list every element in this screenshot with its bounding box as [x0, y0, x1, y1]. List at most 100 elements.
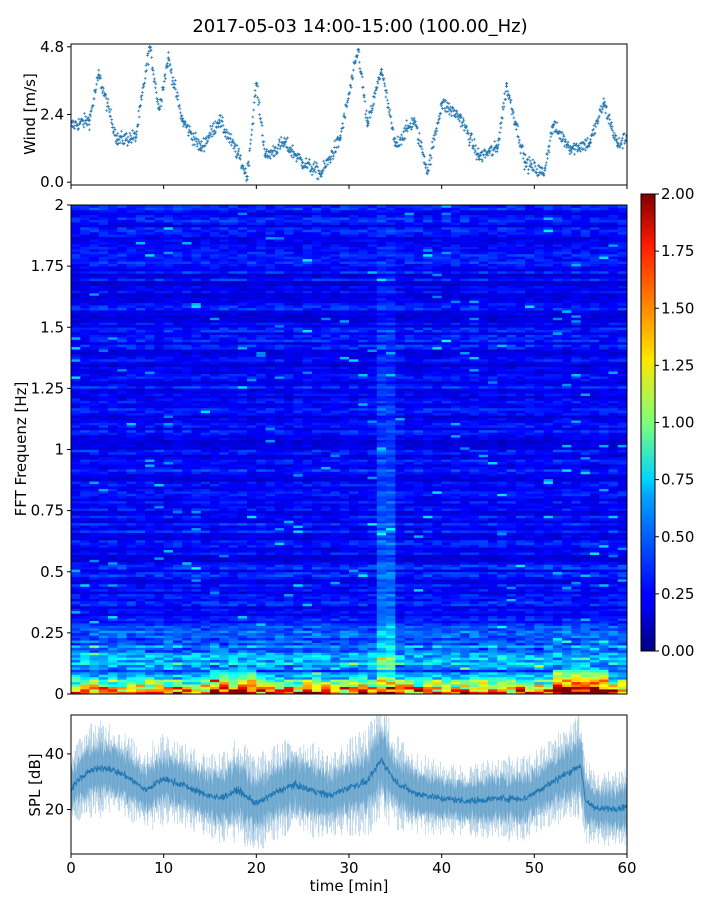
spectrogram-cell	[534, 525, 544, 529]
spectrogram-cell	[552, 681, 563, 685]
spectrogram-cell	[98, 532, 109, 536]
spectrogram-cell	[395, 635, 405, 639]
spectrogram-cell	[293, 532, 304, 536]
spectrogram-cell	[376, 598, 387, 602]
spectrogram-cell	[404, 669, 415, 673]
spectrogram-cell	[117, 537, 127, 541]
spectrogram-cell	[525, 608, 535, 612]
spectrogram-cell	[608, 649, 619, 653]
spectrogram-cell	[497, 605, 507, 609]
spectrogram-cell	[404, 664, 415, 668]
spectrogram-cell	[284, 686, 294, 690]
spectrogram-cell	[506, 667, 517, 670]
spectrogram-cell	[395, 625, 405, 629]
spectrogram-cell	[145, 552, 155, 555]
spectrogram-cell	[432, 684, 443, 687]
spectrogram-cell	[182, 603, 192, 607]
spectrogram-cell	[589, 588, 600, 592]
spectrogram-cell	[117, 576, 127, 580]
spectrogram-cell	[515, 667, 526, 670]
spectrogram-cell	[413, 574, 424, 577]
spectrogram-cell	[469, 657, 480, 661]
spectrogram-cell	[608, 620, 619, 624]
spectrogram-cell	[98, 588, 109, 592]
spectrogram-cell	[274, 554, 285, 558]
spectrogram-cell	[580, 586, 591, 590]
spectrogram-cell	[219, 591, 229, 595]
spectrogram-cell	[497, 635, 507, 639]
spectrogram-cell	[274, 593, 285, 597]
spectrogram-cell	[98, 537, 109, 541]
spectrogram-cell	[460, 586, 470, 590]
spectrogram-cell	[386, 493, 396, 497]
spectrogram-cell	[441, 527, 452, 531]
spectrogram-cell	[404, 662, 415, 665]
spectrogram-cell	[608, 552, 619, 555]
spectrogram-cell	[450, 657, 461, 661]
spectrogram-cell	[617, 564, 627, 568]
spectrogram-cell	[284, 674, 294, 678]
spectrogram-cell	[210, 667, 220, 670]
spectrogram-cell	[450, 608, 461, 612]
spectrogram-cell	[172, 596, 183, 599]
spectrogram-cell	[469, 640, 480, 643]
spectrogram-cell	[247, 554, 257, 558]
spectrogram-cell	[441, 615, 452, 619]
spectrogram-cell	[450, 605, 461, 609]
spectrogram-cell	[163, 564, 174, 568]
spectrogram-cell	[302, 610, 313, 614]
spectrogram-cell	[404, 645, 415, 648]
spectrogram-cell	[71, 605, 81, 609]
spectrogram-cell	[423, 676, 433, 680]
spectrogram-cell	[608, 684, 619, 687]
spectrogram-cell	[191, 576, 202, 580]
spectrogram-cell	[450, 561, 461, 565]
spectrogram-cell	[256, 676, 266, 680]
spectrogram-cell	[274, 615, 285, 619]
spectrogram-cell	[562, 527, 572, 531]
spectrogram-cell	[284, 662, 294, 665]
spectrogram-cell	[571, 615, 582, 619]
spectrogram-cell	[256, 691, 266, 694]
spectrogram-cell	[441, 559, 452, 563]
spectrogram-cell	[376, 547, 387, 551]
spectrogram-cell	[191, 669, 202, 673]
spectrogram-cell	[330, 672, 341, 675]
spectrogram-cell	[534, 625, 544, 629]
spectrogram-cell	[182, 557, 192, 560]
spectrogram-cell	[395, 515, 405, 519]
spectrogram-cell	[80, 535, 90, 538]
spectrogram-cell	[543, 601, 554, 604]
spectrogram-cell	[265, 571, 276, 575]
spectrogram-cell	[404, 493, 415, 497]
spectrogram-cell	[154, 561, 165, 565]
spectrogram-cell	[413, 645, 424, 648]
spectrogram-cell	[395, 561, 405, 565]
spectrogram-cell	[497, 527, 507, 531]
spectrogram-cell	[395, 554, 405, 558]
spectrogram-cell	[228, 583, 239, 587]
spectrogram-cell	[525, 579, 535, 582]
spectrogram-cell	[210, 608, 220, 612]
spectrogram-cell	[135, 498, 146, 502]
spectrogram-cell	[525, 657, 535, 661]
spectrogram-cell	[108, 647, 118, 651]
spectrogram-cell	[247, 510, 257, 514]
spectrogram-cell	[191, 586, 202, 590]
spectrogram-cell	[154, 625, 165, 629]
spectrogram-cell	[321, 525, 331, 529]
spectrogram-cell	[423, 552, 433, 555]
spectrogram-cell	[219, 564, 229, 568]
spectrogram-cell	[284, 571, 294, 575]
spectrogram-cell	[126, 686, 137, 690]
spectrogram-cell	[321, 552, 331, 555]
spectrogram-cell	[580, 647, 591, 651]
spectrogram-cell	[413, 525, 424, 529]
spectrogram-cell	[497, 576, 507, 580]
spectrogram-cell	[404, 647, 415, 651]
spectrogram-cell	[135, 608, 146, 612]
spectrogram-cell	[135, 657, 146, 661]
spectrogram-cell	[210, 508, 220, 511]
spectrogram-cell	[367, 603, 378, 607]
